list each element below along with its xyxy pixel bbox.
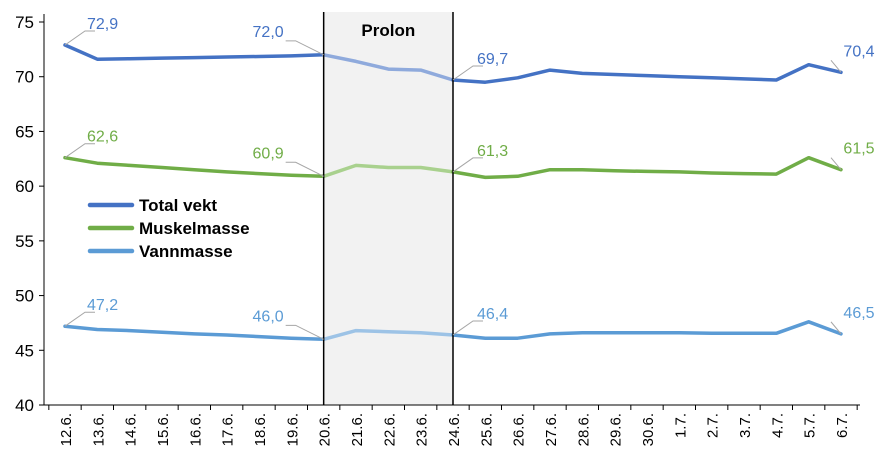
x-tick-label: 5.7. <box>802 413 819 438</box>
data-label: 46,4 <box>477 306 508 323</box>
data-label-leader <box>830 321 842 335</box>
data-label-leader <box>830 60 842 73</box>
x-tick-label: 14.6. <box>123 413 140 446</box>
legend-label: Muskelmasse <box>139 219 250 238</box>
x-tick-label: 24.6. <box>446 413 463 446</box>
data-label-leader <box>285 40 324 56</box>
period-boundaries <box>322 12 454 405</box>
x-axis: 12.6. 13.6. 14.6. 15.6. 16.6. 17.6. 18.6. 19.6.… <box>44 404 860 446</box>
series-layer <box>63 43 843 342</box>
total-vekt-line-period <box>321 53 455 82</box>
data-label: 46,5 <box>843 305 874 322</box>
data-label-leader <box>285 324 324 340</box>
x-tick-label: 1.7. <box>672 413 689 438</box>
total-vekt-line-after <box>451 62 843 84</box>
data-label: 47,2 <box>87 297 118 314</box>
x-tick-label: 18.6. <box>252 413 269 446</box>
y-tick-label: 60 <box>15 177 34 196</box>
vannmasse-line-after <box>451 320 843 340</box>
legend-label: Vannmasse <box>139 242 233 261</box>
vannmasse-line-period <box>321 328 455 342</box>
x-tick-label: 21.6. <box>349 413 366 446</box>
y-tick-label: 70 <box>15 68 34 87</box>
x-tick-label: 28.6. <box>575 413 592 446</box>
total-vekt-line-before <box>63 43 326 61</box>
x-tick-label: 22.6. <box>381 413 398 446</box>
x-tick-label: 2.7. <box>705 413 722 438</box>
x-tick-label: 23.6. <box>414 413 431 446</box>
x-tick-label: 17.6. <box>220 413 237 446</box>
y-tick-label: 65 <box>15 122 34 141</box>
legend-label: Total vekt <box>139 196 217 215</box>
y-axis: 40 45 50 55 60 65 70 75 <box>15 13 45 415</box>
x-tick-label: 30.6. <box>640 413 657 446</box>
x-tick-label: 12.6. <box>58 413 75 446</box>
data-labels: 72,9 72,0 69,7 70,4 62,6 60,9 61,3 61,5 47,2 46,0… <box>64 16 875 340</box>
x-tick-label: 19.6. <box>284 413 301 446</box>
data-label: 60,9 <box>253 145 284 162</box>
data-label-leader <box>452 157 483 173</box>
y-tick-label: 75 <box>15 13 34 32</box>
data-label: 72,9 <box>87 16 118 33</box>
y-tick-label: 40 <box>15 396 34 415</box>
y-tick-label: 50 <box>15 287 34 306</box>
shaded-period-label: Prolon <box>361 21 415 40</box>
x-tick-label: 3.7. <box>737 413 754 438</box>
data-label-leader <box>64 30 95 46</box>
data-label: 62,6 <box>87 129 118 146</box>
shaded-period <box>323 12 453 405</box>
y-tick-label: 45 <box>15 341 34 360</box>
data-label-leader <box>64 143 95 159</box>
data-label: 61,3 <box>477 143 508 160</box>
x-tick-label: 26.6. <box>511 413 528 446</box>
x-tick-label: 29.6. <box>608 413 625 446</box>
data-label-leader <box>452 65 483 81</box>
data-label-leader <box>452 320 483 336</box>
legend: Total vekt Muskelmasse Vannmasse <box>87 196 250 261</box>
data-label: 61,5 <box>843 141 874 158</box>
x-tick-label: 4.7. <box>769 413 786 438</box>
x-tick-label: 6.7. <box>834 413 851 438</box>
data-label: 70,4 <box>843 43 874 60</box>
x-tick-label: 25.6. <box>478 413 495 446</box>
vannmasse-line-before <box>63 324 326 342</box>
data-label-leader <box>830 157 842 171</box>
muskelmasse-line-after <box>451 155 843 180</box>
x-tick-label: 13.6. <box>90 413 107 446</box>
x-tick-label: 20.6. <box>317 413 334 446</box>
x-tick-label: 27.6. <box>543 413 560 446</box>
muskelmasse-line-before <box>63 155 326 179</box>
data-label-leader <box>64 311 95 327</box>
x-tick-label: 16.6. <box>187 413 204 446</box>
x-tick-label: 15.6. <box>155 413 172 446</box>
data-label-leader <box>285 161 324 177</box>
data-label: 72,0 <box>253 24 284 41</box>
muskelmasse-line-period <box>321 163 455 179</box>
data-label: 46,0 <box>253 308 284 325</box>
y-tick-label: 55 <box>15 232 34 251</box>
data-label: 69,7 <box>477 51 508 68</box>
